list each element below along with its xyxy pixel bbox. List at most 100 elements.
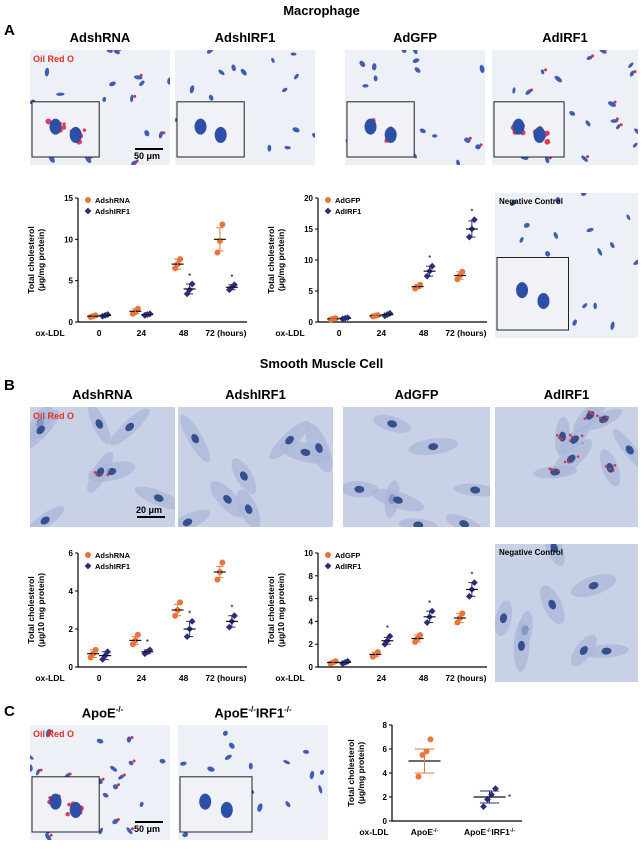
y-axis-label: Total cholesterol(μg/mg protein) — [346, 739, 366, 806]
y-axis-label: Total cholesterol(μg/10 mg protein) — [266, 573, 286, 647]
image-title-c-apoe: ApoE-/- — [30, 705, 175, 720]
legend-label: AdGFP — [335, 196, 360, 205]
oil-red-o-label-b: Oil Red O — [33, 411, 75, 421]
significance-star: * — [230, 604, 233, 613]
legend-label: AdIRF1 — [335, 207, 361, 216]
scale-label-a: 50 μm — [134, 151, 161, 161]
chart-a1: 0 5 10 15 Total cholesterol(μg/mg protein) ox… — [26, 194, 247, 338]
legend-label: AdshRNA — [95, 196, 131, 205]
y-tick-label: 6 — [383, 745, 388, 754]
y-tick-label: 4 — [309, 617, 314, 626]
y-tick-label: 2 — [383, 793, 388, 802]
data-point — [480, 803, 487, 810]
legend-marker — [325, 197, 331, 203]
y-tick-label: 0 — [309, 663, 314, 672]
y-tick-label: 10 — [304, 256, 313, 265]
x-tick-label: 48 — [179, 673, 189, 683]
image-title-b-adshrna: AdshRNA — [72, 387, 133, 402]
x-tick-label: ApoE-/- — [411, 827, 439, 837]
y-tick-label: 8 — [383, 721, 388, 730]
significance-star: * — [230, 273, 233, 282]
x-tick-label: 24 — [137, 673, 147, 683]
image-title-b-adgfp: AdGFP — [394, 387, 439, 402]
y-tick-label: 6 — [69, 549, 74, 558]
x-tick-label: 0 — [97, 673, 102, 683]
x-tick-label: 0 — [97, 328, 102, 338]
x-tick-label: 72 (hours) — [445, 328, 486, 338]
scale-label-b: 20 μm — [136, 505, 163, 515]
y-tick-label: 8 — [309, 572, 314, 581]
data-point — [219, 559, 226, 566]
significance-star: * — [508, 793, 511, 802]
image-title-c-apoe2-sup: -/- — [248, 705, 256, 714]
legend-marker — [85, 552, 91, 558]
data-point — [427, 736, 434, 743]
significance-star: * — [428, 254, 431, 263]
negative-control-label-b: Negative Control — [499, 548, 564, 557]
micrograph-smc-adgfp — [343, 407, 490, 527]
x-tick-label: 72 (hours) — [205, 328, 246, 338]
image-title-adirf1: AdIRF1 — [542, 30, 588, 45]
oil-red-o-label-c: Oil Red O — [33, 729, 75, 739]
legend-marker — [84, 562, 92, 570]
micrograph-macrophage-adshrna — [30, 50, 170, 165]
micrograph-macrophage-adgfp — [345, 50, 485, 165]
oil-red-o-label-a: Oil Red O — [33, 54, 75, 64]
legend-label: AdshIRF1 — [95, 207, 130, 216]
micrograph-macrophage-negative-control — [495, 193, 638, 338]
panel-letter-c: C — [4, 703, 15, 720]
x-prefix-label: ox-LDL — [275, 328, 304, 338]
x-tick-label: 24 — [377, 328, 387, 338]
data-point — [492, 785, 499, 792]
y-axis-label: Total cholesterol(μg/mg protein) — [266, 226, 286, 293]
x-tick-label: 24 — [137, 328, 147, 338]
legend-marker — [85, 197, 91, 203]
scale-bar-a — [135, 148, 163, 150]
legend-marker — [325, 552, 331, 558]
y-tick-label: 4 — [383, 769, 388, 778]
image-title-b-adshirf1: AdshIRF1 — [225, 387, 286, 402]
micrograph-apoe-irf1 — [178, 725, 328, 840]
x-tick-label: 48 — [419, 673, 429, 683]
scale-bar-b — [137, 516, 165, 518]
y-tick-label: 20 — [304, 194, 313, 203]
micrograph-apoe — [30, 725, 170, 840]
x-tick-label: 0 — [337, 673, 342, 683]
legend-label: AdGFP — [335, 551, 360, 560]
scale-bar-c — [135, 821, 163, 823]
x-tick-label: 72 (hours) — [205, 673, 246, 683]
image-title-c-apoe-irf1: ApoE-/-IRF1-/- — [178, 705, 328, 720]
y-tick-label: 0 — [383, 817, 388, 826]
legend-label: AdIRF1 — [335, 562, 361, 571]
significance-star: * — [470, 208, 473, 217]
legend-label: AdshRNA — [95, 551, 131, 560]
micrograph-smc-adshirf1 — [178, 407, 333, 527]
significance-star: * — [386, 624, 389, 633]
panel-letter-a: A — [4, 22, 15, 39]
image-title-c-irf1-sup: -/- — [284, 705, 292, 714]
legend-marker — [324, 562, 332, 570]
micrograph-smc-adirf1 — [495, 407, 638, 527]
panel-letter-b: B — [4, 377, 15, 394]
y-tick-label: 2 — [69, 625, 74, 634]
y-axis-label: Total cholesterol(μg/mg protein) — [26, 226, 46, 293]
data-point — [219, 221, 226, 228]
x-prefix-label: ox-LDL — [35, 328, 64, 338]
micrograph-smc-adshrna — [30, 407, 175, 527]
data-point — [415, 773, 422, 780]
y-tick-label: 6 — [309, 595, 314, 604]
section-a-title: Macrophage — [283, 3, 360, 18]
y-axis-label: Total cholesterol(μg/10 mg protein) — [26, 573, 46, 647]
x-prefix-label: ox-LDL — [275, 673, 304, 683]
micrograph-smc-negative-control — [495, 544, 638, 682]
image-title-b-adirf1: AdIRF1 — [543, 387, 590, 402]
y-tick-label: 0 — [69, 318, 74, 327]
chart-c1: 0 2 4 6 8 Total cholesterol(μg/mg protein) ox-… — [346, 721, 522, 837]
image-title-c-apoe2-text: ApoE — [214, 705, 249, 721]
micrograph-macrophage-adirf1 — [492, 50, 638, 165]
x-tick-label: 0 — [337, 328, 342, 338]
x-prefix-label: ox-LDL — [35, 673, 64, 683]
significance-star: * — [146, 638, 149, 647]
y-tick-label: 10 — [304, 549, 313, 558]
